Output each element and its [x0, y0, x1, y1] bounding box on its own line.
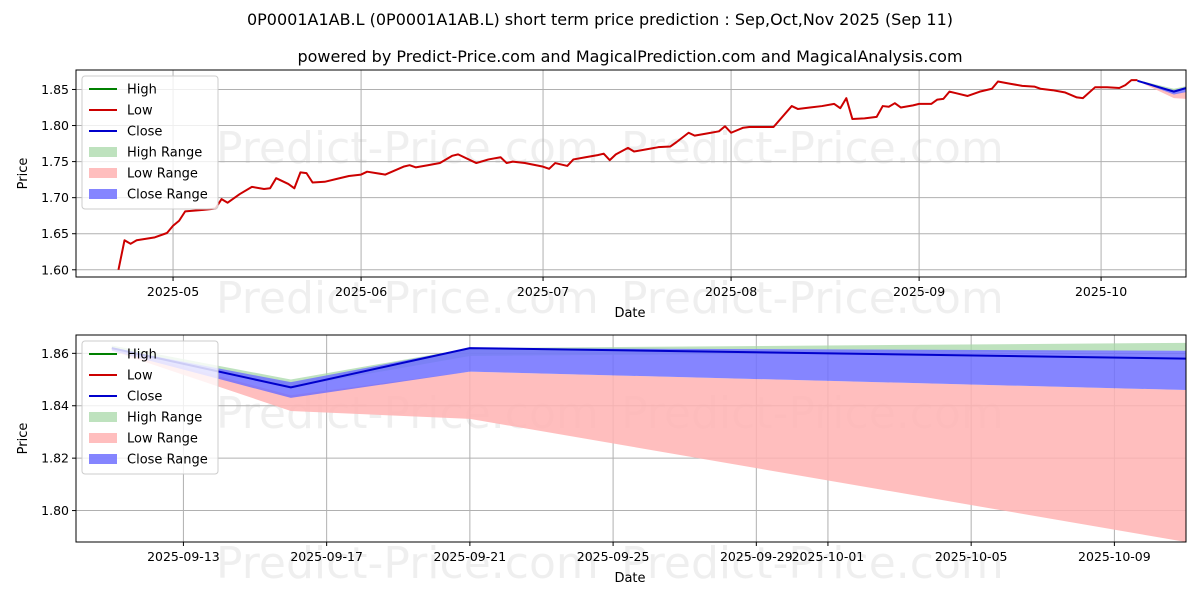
legend-label: Low	[127, 104, 153, 119]
axes-frame	[75, 69, 1187, 278]
x-tick-label: 2025-08	[705, 284, 757, 299]
x-tick-label: 2025-05	[147, 284, 199, 299]
watermark-text: Predict-Price.com	[216, 538, 599, 589]
x-axis-label: Date	[614, 306, 645, 321]
low-range-legend-swatch	[89, 433, 117, 443]
legend-label: Low	[127, 369, 153, 384]
y-tick-label: 1.75	[41, 154, 69, 169]
axes-frame	[75, 334, 1187, 543]
y-tick-label: 1.85	[41, 82, 69, 97]
legend-label: High	[127, 348, 157, 363]
y-tick-label: 1.80	[41, 503, 69, 518]
bottom-panel: Predict-Price.comPredict-Price.comPredic…	[16, 334, 1187, 589]
x-tick-label: 2025-07	[517, 284, 569, 299]
low-range-band	[111, 348, 1186, 542]
y-tick-label: 1.60	[41, 262, 69, 277]
y-tick-label: 1.84	[41, 398, 69, 413]
legend-label: Close Range	[127, 188, 208, 203]
legend-label: Close	[127, 125, 162, 140]
watermark-text: Predict-Price.com	[621, 538, 1004, 589]
y-tick-label: 1.70	[41, 190, 69, 205]
y-axis-label: Price	[16, 158, 31, 190]
y-axis-label: Price	[16, 423, 31, 455]
chart-subtitle: powered by Predict-Price.com and Magical…	[297, 47, 962, 66]
x-tick-label: 2025-10-01	[792, 549, 865, 564]
close-range-band	[111, 348, 1186, 398]
x-tick-label: 2025-10-09	[1078, 549, 1151, 564]
top-panel: Predict-Price.com Predict-Price.com Predic…	[16, 69, 1187, 324]
legend-label: Low Range	[127, 167, 198, 182]
y-tick-label: 1.86	[41, 346, 69, 361]
x-tick-label: 2025-09-13	[147, 549, 220, 564]
x-tick-label: 2025-10-05	[935, 549, 1008, 564]
low-series-line	[117, 79, 1138, 270]
watermark-text: Predict-Price.com	[216, 273, 599, 324]
y-tick-label: 1.65	[41, 226, 69, 241]
high-range-legend-swatch	[89, 147, 117, 157]
x-tick-label: 2025-09-25	[577, 549, 650, 564]
x-tick-label: 2025-09-21	[434, 549, 507, 564]
legend: High Low Close High Range Low Range Close Ran…	[81, 340, 219, 475]
legend-label: Close Range	[127, 453, 208, 468]
close-range-legend-swatch	[89, 189, 117, 199]
watermark-text: Predict-Price.com	[621, 123, 1004, 174]
chart-title: 0P0001A1AB.L (0P0001A1AB.L) short term p…	[247, 10, 953, 29]
plot-area	[117, 79, 1186, 270]
high-range-legend-swatch	[89, 412, 117, 422]
x-tick-label: 2025-06	[335, 284, 387, 299]
low-range-legend-swatch	[89, 168, 117, 178]
watermark-text: Predict-Price.com	[621, 273, 1004, 324]
x-tick-label: 2025-09	[893, 284, 945, 299]
close-range-legend-swatch	[89, 454, 117, 464]
y-tick-label: 1.80	[41, 118, 69, 133]
y-tick-label: 1.82	[41, 451, 69, 466]
legend-label: High Range	[127, 411, 202, 426]
legend-label: High	[127, 83, 157, 98]
x-axis-label: Date	[614, 571, 645, 586]
legend-label: Close	[127, 390, 162, 405]
x-tick-label: 2025-10	[1075, 284, 1127, 299]
x-tick-label: 2025-09-17	[290, 549, 363, 564]
legend: High Low Close High Range Low Range Close Ran…	[81, 75, 219, 210]
x-tick-label: 2025-09-29	[720, 549, 793, 564]
legend-label: High Range	[127, 146, 202, 161]
legend-label: Low Range	[127, 432, 198, 447]
close-series-line	[1137, 79, 1186, 93]
high-range-band	[1137, 80, 1186, 92]
